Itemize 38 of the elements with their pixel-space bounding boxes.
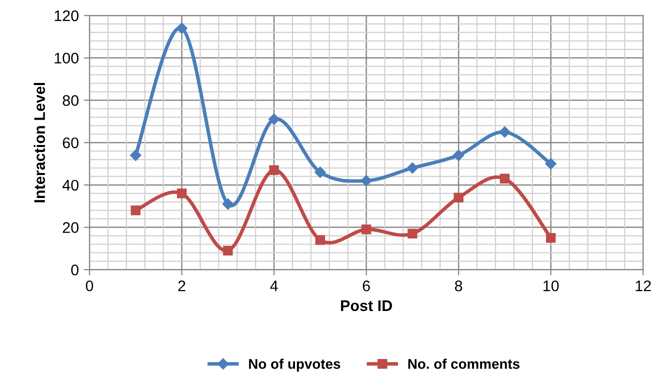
y-tick-label: 120: [54, 10, 78, 22]
x-tick-label: 12: [636, 280, 651, 292]
point: [130, 206, 140, 216]
x-tick-label: 10: [544, 280, 559, 292]
y-tick-label: 100: [54, 52, 78, 64]
point: [406, 162, 418, 174]
y-tick-label: 80: [62, 95, 78, 106]
y-tick-label: 40: [62, 180, 78, 191]
point: [315, 235, 326, 245]
point: [546, 233, 556, 243]
point: [500, 174, 510, 184]
point: [314, 166, 326, 178]
x-tick-label: 2: [178, 280, 186, 292]
y-tick-label: 20: [62, 222, 78, 233]
point: [176, 22, 188, 34]
point: [268, 114, 280, 125]
point: [130, 150, 142, 161]
point: [223, 246, 233, 256]
point: [545, 158, 556, 170]
point: [454, 192, 464, 203]
y-tick-label: 60: [62, 137, 78, 148]
point: [269, 165, 279, 175]
x-tick-label: 4: [270, 280, 278, 292]
x-tick-label: 8: [454, 280, 462, 292]
point: [360, 175, 372, 186]
point: [499, 126, 510, 138]
point: [408, 228, 418, 239]
y-axis-title: Interaction Level: [34, 82, 46, 202]
x-tick-label: 0: [86, 280, 94, 292]
point: [176, 188, 187, 198]
y-tick-label: 0: [71, 264, 78, 276]
x-axis-title: Post ID: [341, 300, 392, 312]
point: [452, 150, 464, 161]
x-tick-label: 6: [362, 280, 370, 292]
legend-label: No of upvotes: [249, 358, 340, 372]
point: [222, 198, 234, 210]
legend-label: No. of comments: [408, 358, 520, 369]
point: [361, 224, 372, 234]
